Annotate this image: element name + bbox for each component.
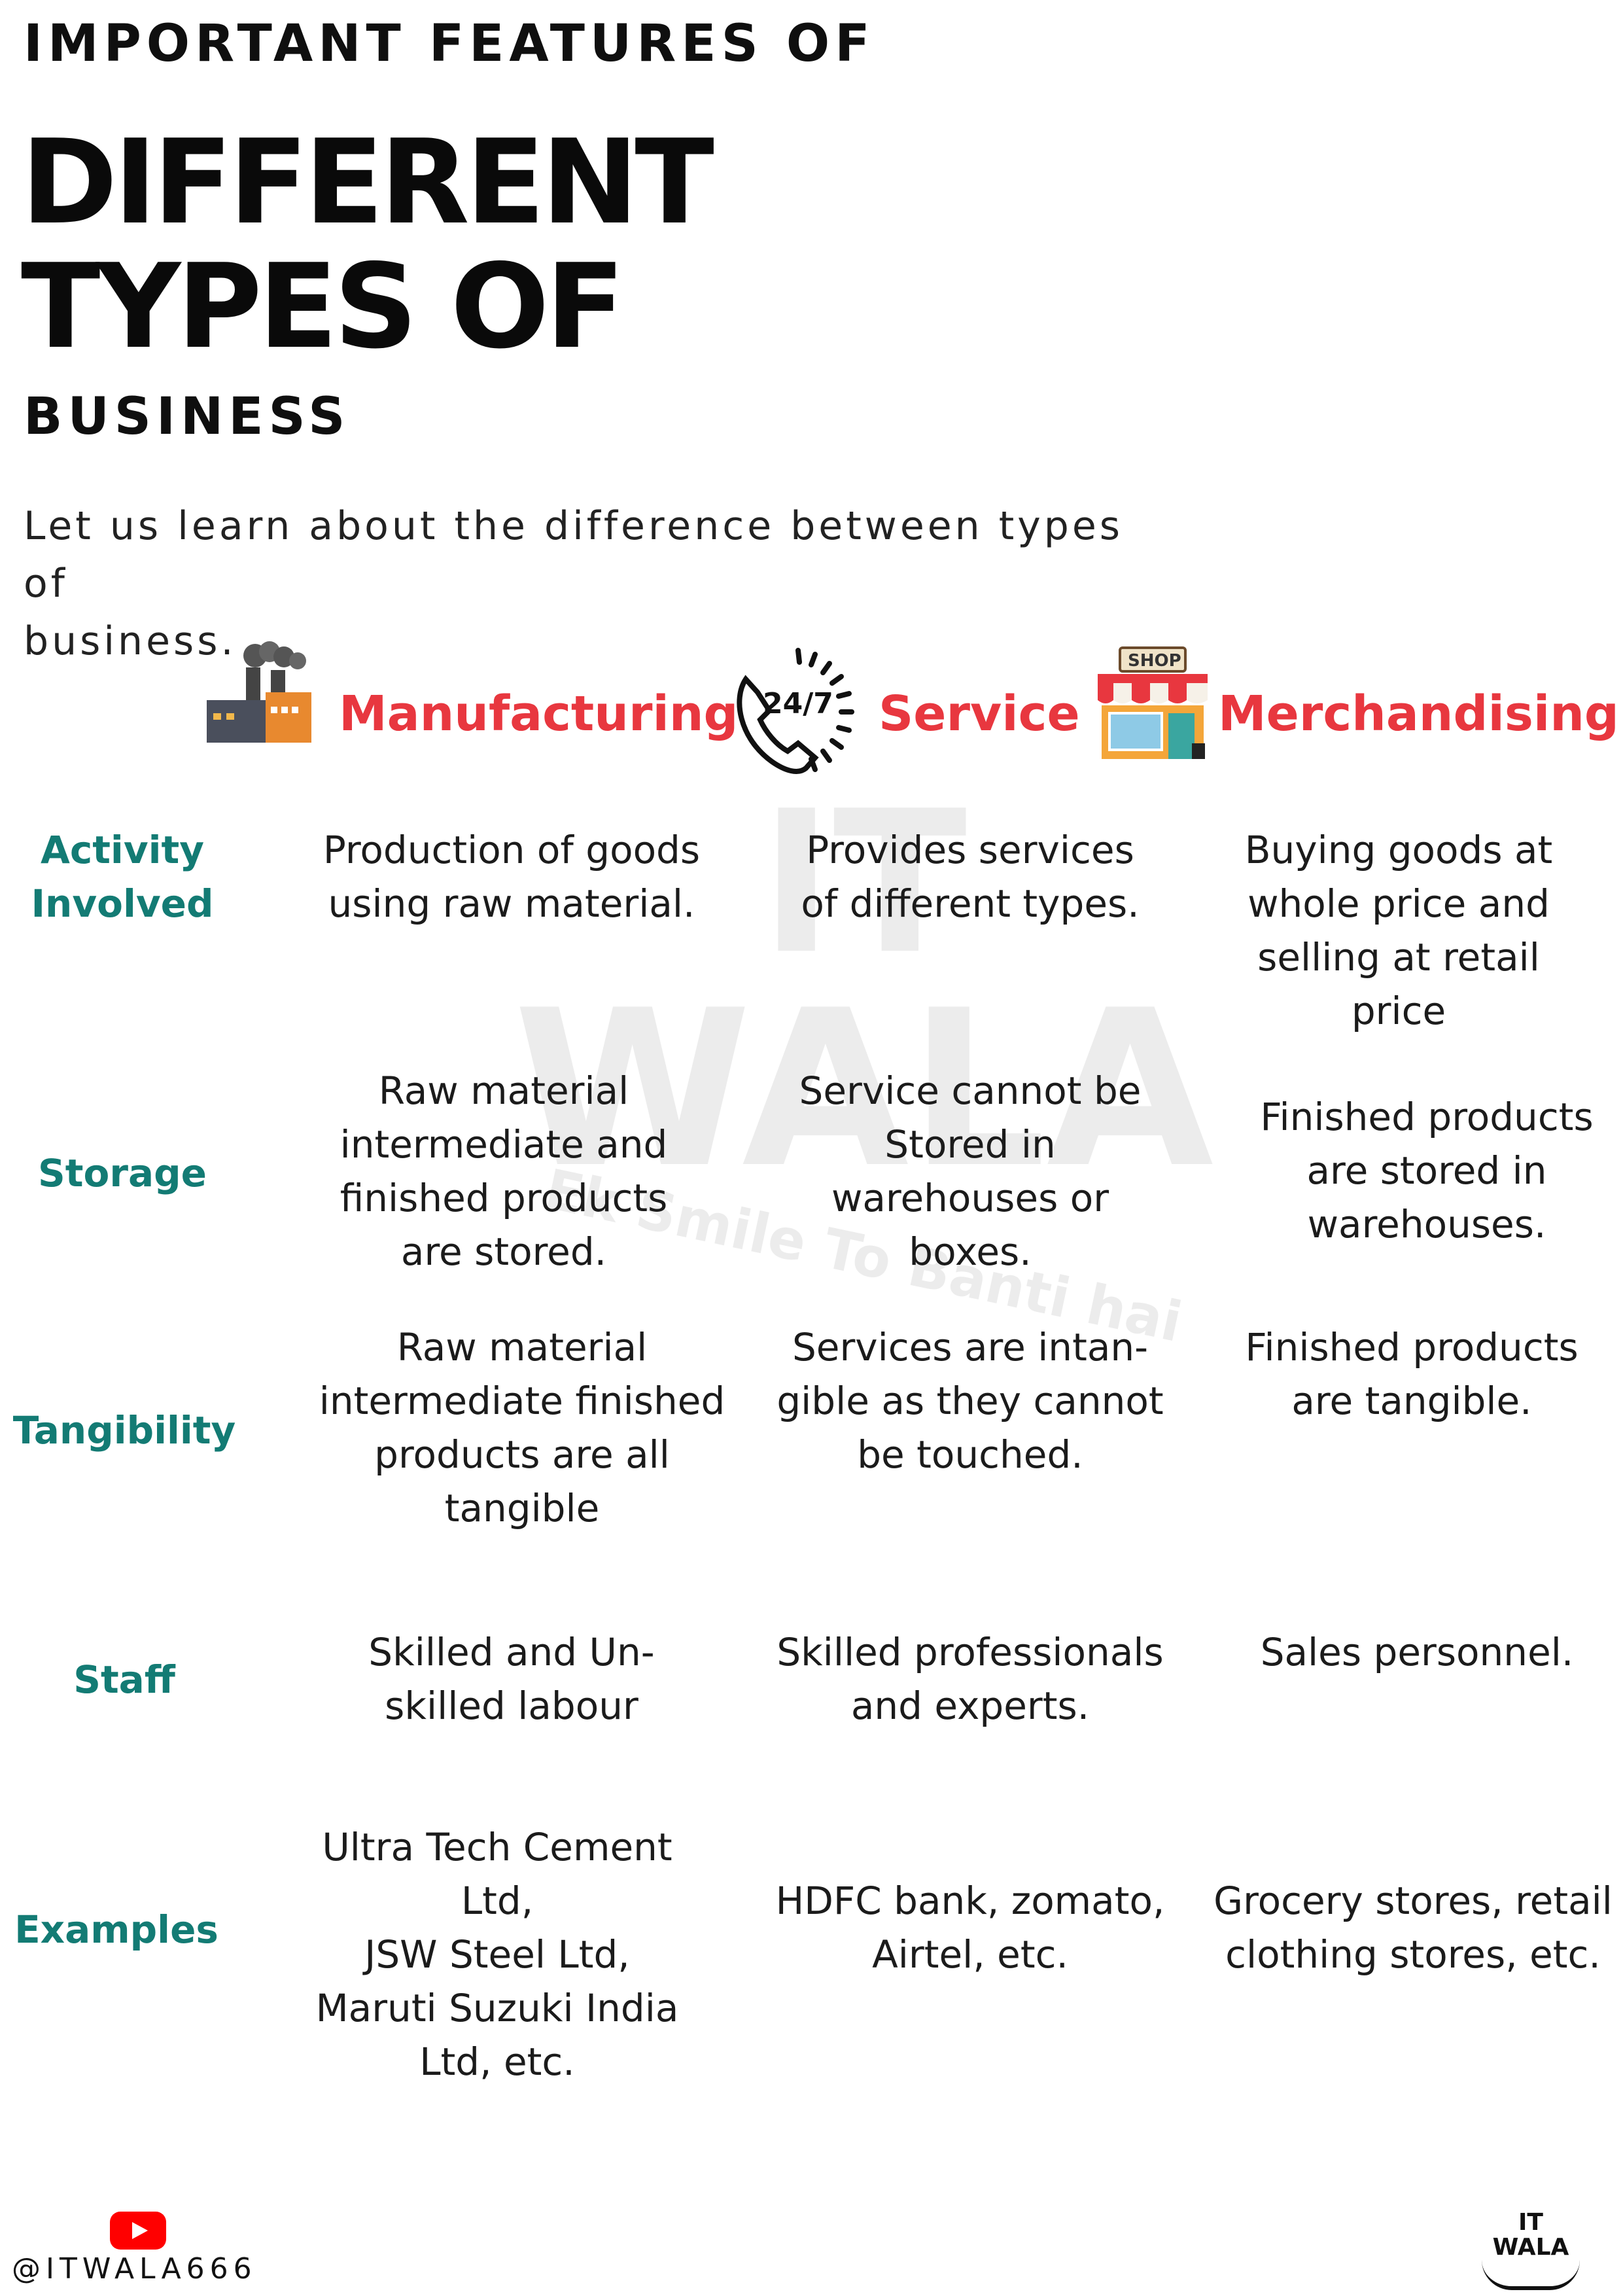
cell-storage-manufacturing: Raw material intermediate and finished p…: [340, 1069, 668, 1274]
row-label-tangibility: Tangibility: [12, 1408, 236, 1453]
row-label-activity-involved: Activity Involved: [31, 828, 214, 926]
svg-text:24/7: 24/7: [763, 687, 833, 720]
youtube-icon[interactable]: [110, 2212, 166, 2250]
cell-activity-merchandising: Buying goods at whole price and selling …: [1244, 828, 1553, 1033]
cell-examples-service: HDFC bank, zomato, Airtel, etc.: [775, 1879, 1165, 1977]
cell-activity-service: Provides services of different types.: [801, 828, 1140, 926]
channel-handle[interactable]: @ITWALA666: [12, 2252, 257, 2286]
kicker-heading: IMPORTANT FEATURES OF: [24, 14, 875, 73]
column-header-service: Service: [879, 686, 1080, 742]
brand-logo: IT WALA: [1478, 2210, 1583, 2290]
cell-staff-service: Skilled professionals and experts.: [777, 1630, 1164, 1728]
phone-24-7-icon: 24/7: [720, 640, 864, 787]
cell-activity-manufacturing: Production of goods using raw material.: [323, 828, 701, 926]
cell-tangibility-service: Services are intan- gible as they cannot…: [777, 1325, 1164, 1477]
cell-examples-merchandising: Grocery stores, retail clothing stores, …: [1213, 1879, 1613, 1977]
cell-tangibility-manufacturing: Raw material intermediate finished produ…: [319, 1325, 725, 1530]
cell-storage-merchandising: Finished products are stored in warehous…: [1260, 1095, 1594, 1246]
cell-storage-service: Service cannot be Stored in warehouses o…: [799, 1069, 1142, 1274]
row-label-staff: Staff: [73, 1657, 175, 1702]
subtitle: BUSINESS: [24, 387, 351, 446]
cell-tangibility-merchandising: Finished products are tangible.: [1245, 1325, 1579, 1423]
title-line-2: TYPES OF: [21, 239, 625, 374]
row-label-examples: Examples: [14, 1907, 218, 1952]
cell-examples-manufacturing: Ultra Tech Cement Ltd, JSW Steel Ltd, Ma…: [315, 1825, 679, 2084]
svg-text:SHOP: SHOP: [1128, 651, 1181, 671]
cell-staff-merchandising: Sales personnel.: [1260, 1630, 1574, 1674]
intro-text: Let us learn about the difference betwee…: [24, 503, 1124, 664]
column-header-merchandising: Merchandising: [1218, 686, 1619, 742]
row-label-storage: Storage: [38, 1151, 207, 1195]
shop-icon: SHOP: [1094, 645, 1212, 766]
title-line-1: DIFFERENT: [21, 115, 714, 250]
logo-smile-mark: [1482, 2260, 1580, 2290]
factory-icon: [203, 641, 314, 749]
cell-staff-manufacturing: Skilled and Un- skilled labour: [368, 1630, 655, 1728]
column-header-manufacturing: Manufacturing: [339, 686, 739, 742]
